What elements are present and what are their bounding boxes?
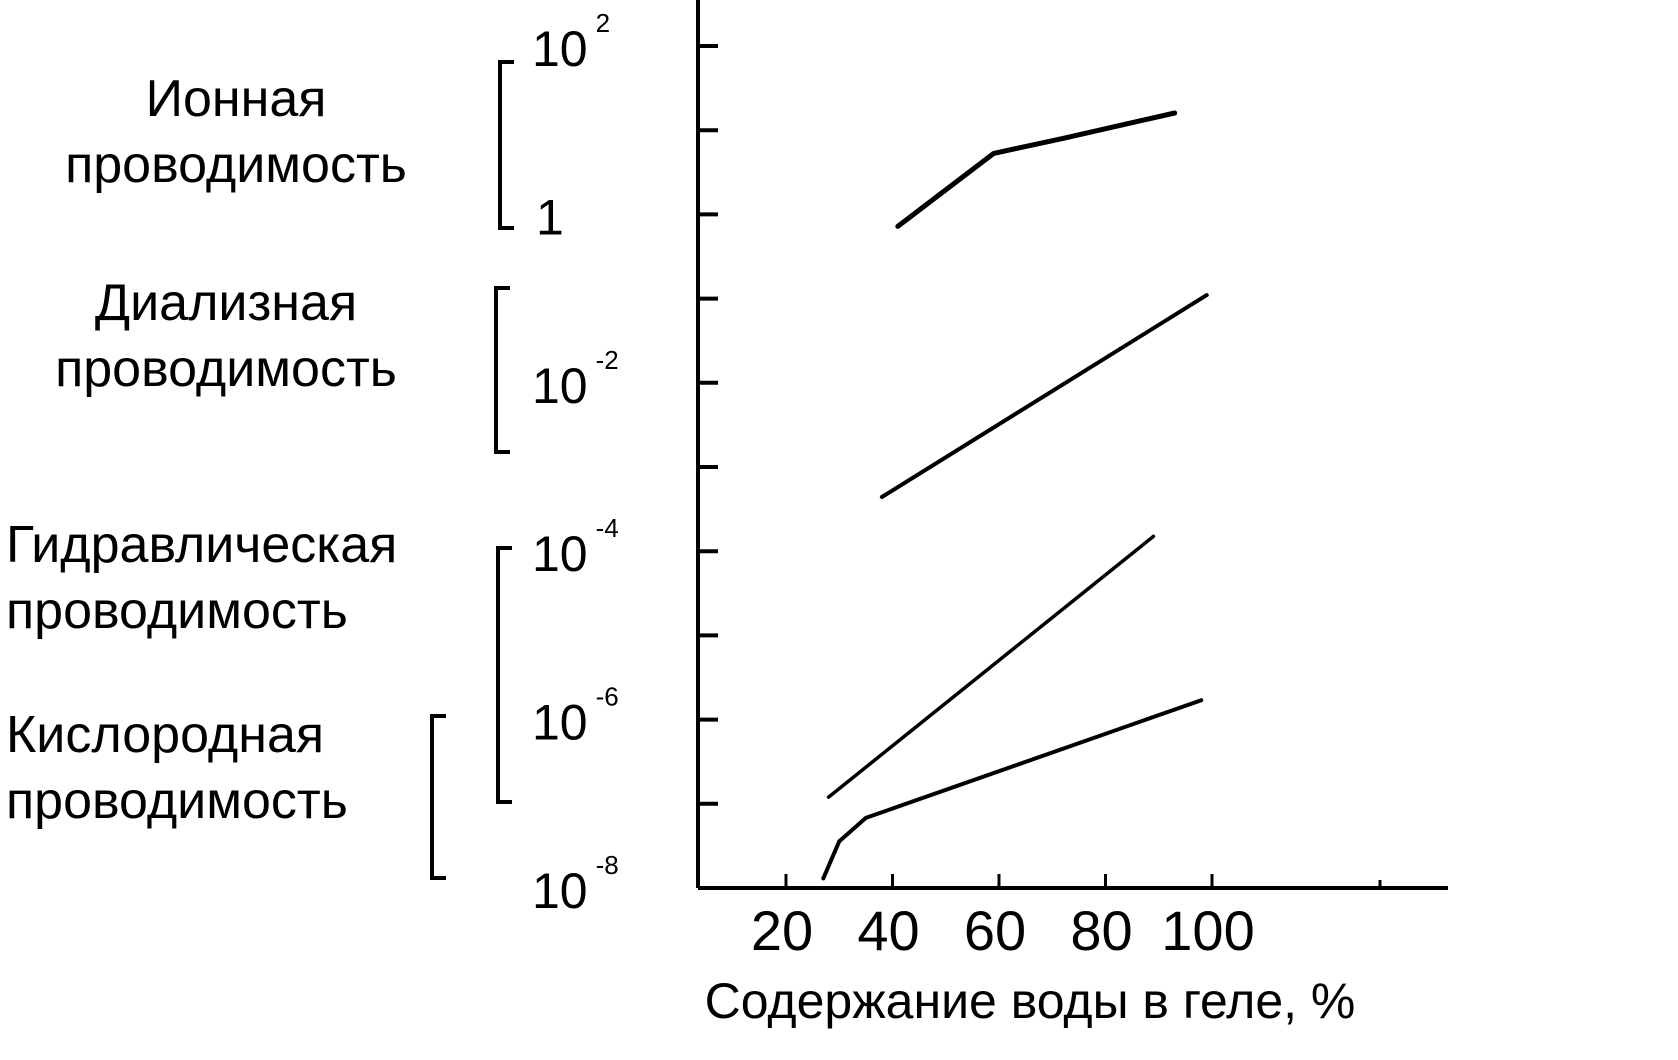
label-oxygen-line1: Кислородная xyxy=(6,706,325,764)
series-line-2 xyxy=(826,534,1156,799)
label-hydraulic-conductivity: Гидравлическая проводимость xyxy=(6,512,397,644)
series-line-0 xyxy=(895,110,1178,229)
x-tick-label-80: 80 xyxy=(1070,899,1132,962)
x-axis-ticks: 20 40 60 80 100 xyxy=(751,874,1382,962)
x-tick-label-20: 20 xyxy=(751,899,813,962)
label-dialysis-line1: Диализная xyxy=(94,274,358,332)
bracket-oxygen xyxy=(430,714,446,880)
label-ionic-line1: Ионная xyxy=(145,70,327,128)
y-tick-label-2: 10 -2 xyxy=(532,345,619,414)
label-hydraulic-line2: проводимость xyxy=(6,582,348,640)
y-axis-ticks: 10 2 1 10 -2 10 -4 10 -6 10 -8 xyxy=(532,8,718,919)
bracket-dialysis xyxy=(494,286,510,454)
label-dialysis-conductivity: Диализная проводимость xyxy=(20,270,432,402)
label-ionic-conductivity: Ионная проводимость xyxy=(30,66,442,198)
series-line-3 xyxy=(821,698,1204,881)
x-axis-label: Содержание воды в геле, % xyxy=(705,973,1356,1029)
x-tick-label-60: 60 xyxy=(964,899,1026,962)
label-oxygen-line2: проводимость xyxy=(6,772,348,830)
bracket-ionic xyxy=(498,60,514,230)
series-lines xyxy=(821,110,1209,881)
scale-brackets xyxy=(430,60,514,880)
y-tick-label-1: 1 xyxy=(536,189,564,245)
x-tick-label-100: 100 xyxy=(1161,899,1254,962)
label-ionic-line2: проводимость xyxy=(65,136,407,194)
axes xyxy=(696,0,1448,890)
series-line-1 xyxy=(879,293,1209,499)
label-hydraulic-line1: Гидравлическая xyxy=(6,516,398,574)
bracket-hydraulic xyxy=(496,546,512,804)
y-tick-label-4: 10 -6 xyxy=(532,682,619,751)
label-oxygen-conductivity: Кислородная проводимость xyxy=(6,702,348,834)
y-tick-label-0: 10 2 xyxy=(532,8,610,77)
y-tick-label-5: 10 -8 xyxy=(532,850,619,919)
label-dialysis-line2: проводимость xyxy=(55,340,397,398)
y-tick-label-3: 10 -4 xyxy=(532,513,619,582)
x-tick-label-40: 40 xyxy=(857,899,919,962)
